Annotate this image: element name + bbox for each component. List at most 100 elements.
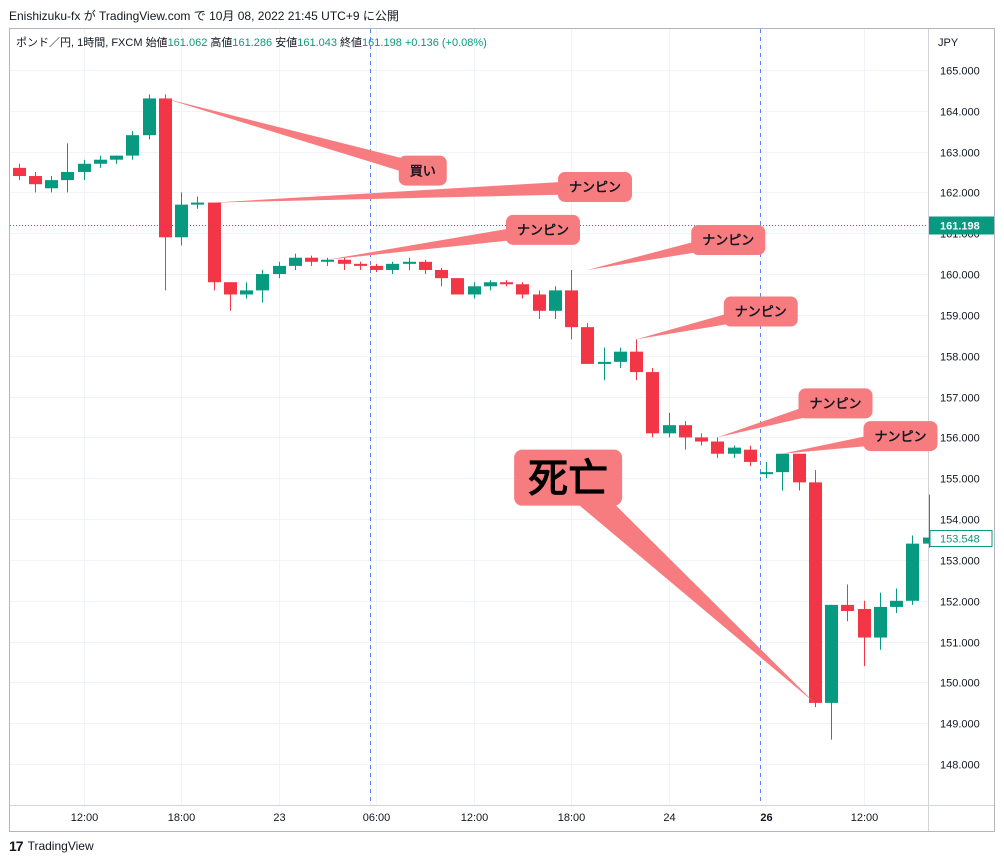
candle-body bbox=[679, 425, 692, 438]
candle-body bbox=[744, 449, 757, 462]
candle bbox=[78, 159, 91, 181]
legend-text: ポンド／円, 1時間, FXCM 始値161.062 高値161.286 安値1… bbox=[16, 35, 487, 49]
candle bbox=[110, 155, 123, 164]
y-tick-label: 148.000 bbox=[940, 760, 980, 772]
candle-body bbox=[646, 372, 659, 434]
candle-body bbox=[793, 453, 806, 483]
legend-part: 161.043 bbox=[297, 37, 340, 49]
candle-body bbox=[776, 453, 789, 473]
candle-body bbox=[191, 202, 204, 205]
candle-body bbox=[78, 163, 91, 172]
candle bbox=[663, 412, 676, 438]
tradingview-logo-icon: 17 bbox=[9, 838, 24, 854]
candle-body bbox=[208, 202, 221, 283]
annotation-callout: 買い bbox=[164, 98, 447, 186]
candle bbox=[890, 588, 903, 614]
candle-body bbox=[858, 608, 871, 638]
candle-body bbox=[224, 282, 237, 295]
footer-brand: TradingView bbox=[27, 839, 94, 853]
candle bbox=[321, 257, 334, 266]
candle-body bbox=[711, 441, 724, 454]
candle bbox=[841, 584, 854, 622]
annotation-box bbox=[558, 171, 632, 202]
candle bbox=[305, 255, 318, 266]
candle bbox=[776, 453, 789, 491]
y-axis[interactable]: 148.000 149.000 150.000 151.000 152.000 153.0… bbox=[929, 66, 994, 772]
candle bbox=[370, 263, 383, 273]
candle bbox=[386, 261, 399, 275]
y-tick-label: 158.000 bbox=[940, 352, 980, 364]
candle-body bbox=[695, 437, 708, 442]
candle-body bbox=[468, 286, 481, 295]
candle bbox=[191, 196, 204, 209]
candle-body bbox=[516, 284, 529, 295]
candle-body bbox=[663, 425, 676, 434]
annotation-pointer bbox=[558, 467, 815, 703]
candle-body bbox=[256, 274, 269, 291]
x-tick-label: 12:00 bbox=[71, 812, 99, 824]
candle-body bbox=[874, 606, 887, 638]
candle bbox=[728, 445, 741, 458]
current-price-tag bbox=[929, 530, 993, 547]
candle bbox=[94, 155, 107, 168]
annotation-pointer bbox=[213, 179, 596, 203]
candle-body bbox=[841, 604, 854, 611]
x-tick-label: 18:00 bbox=[558, 812, 586, 824]
y-tick-label: 164.000 bbox=[940, 107, 980, 119]
x-tick-label: 06:00 bbox=[363, 812, 391, 824]
candle bbox=[273, 261, 286, 279]
x-axis[interactable]: 12:00 18:00 23 06:00 12:00 18:00 24 26 12:00 bbox=[71, 812, 879, 824]
y-tick-label: 150.000 bbox=[940, 678, 980, 690]
candle bbox=[451, 278, 464, 295]
annotation-text: ナンピン bbox=[874, 430, 926, 445]
candle-body bbox=[598, 361, 611, 364]
candle bbox=[484, 280, 497, 291]
candle bbox=[760, 461, 773, 479]
candle bbox=[581, 323, 594, 364]
candle-body bbox=[533, 294, 546, 311]
candle bbox=[679, 421, 692, 450]
candle bbox=[744, 445, 757, 467]
candle bbox=[29, 171, 42, 193]
y-tick-label: 154.000 bbox=[940, 515, 980, 527]
footer: 17 TradingView bbox=[9, 838, 94, 854]
candle bbox=[874, 592, 887, 650]
candle-body bbox=[484, 282, 497, 287]
candle bbox=[126, 131, 139, 160]
candle-body bbox=[403, 261, 416, 264]
y-tick-label: 157.000 bbox=[940, 393, 980, 405]
candle-body bbox=[159, 98, 172, 238]
candle-body bbox=[500, 282, 513, 285]
candle-body bbox=[419, 261, 432, 270]
candle-body bbox=[273, 265, 286, 275]
last-price-tag bbox=[929, 216, 994, 235]
annotation-box bbox=[506, 214, 580, 245]
y-tick-label: 149.000 bbox=[940, 719, 980, 731]
candle-body bbox=[143, 98, 156, 136]
y-tick-label: 160.000 bbox=[940, 270, 980, 282]
currency-label: JPY bbox=[938, 37, 959, 49]
candle bbox=[208, 202, 221, 291]
annotation-callout: ナンピン bbox=[213, 171, 632, 203]
candle bbox=[711, 437, 724, 458]
y-tick-label: 163.000 bbox=[940, 148, 980, 160]
annotation-callout: ナンピン bbox=[587, 225, 766, 270]
candle-body bbox=[549, 290, 562, 311]
chart-frame: 買い ナンピン ナンピン ナンピン ナンピン ナンピン ナンピン 死亡 148.000 149.… bbox=[9, 28, 995, 832]
legend-part: 161.198 bbox=[362, 37, 405, 49]
x-tick-label: 26 bbox=[760, 812, 772, 824]
candle bbox=[289, 253, 302, 270]
legend-part: +0.136 (+0.08%) bbox=[405, 37, 487, 49]
candle-body bbox=[890, 600, 903, 607]
candle bbox=[61, 143, 74, 193]
candle bbox=[45, 176, 58, 193]
candle bbox=[468, 282, 481, 299]
candle bbox=[630, 339, 643, 381]
annotation-callout: ナンピン bbox=[717, 388, 873, 438]
candle-body bbox=[354, 263, 367, 266]
candle bbox=[240, 282, 253, 299]
candle-body bbox=[760, 472, 773, 475]
chart-legend: ポンド／円, 1時間, FXCM 始値161.062 高値161.286 安値1… bbox=[16, 35, 959, 49]
candle-body bbox=[614, 351, 627, 362]
